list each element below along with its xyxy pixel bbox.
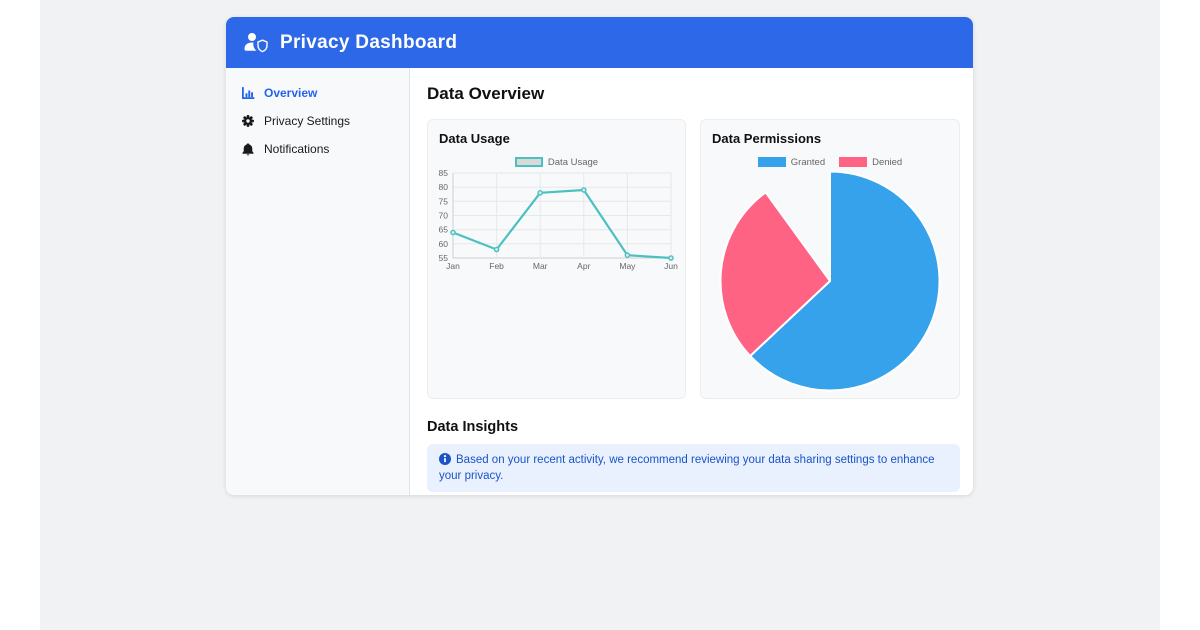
svg-text:Jun: Jun	[664, 261, 678, 271]
legend-label: Granted	[790, 156, 826, 168]
pie-chart-legend: Granted Denied	[711, 156, 949, 168]
sidebar: Overview	[226, 68, 410, 495]
svg-text:Feb: Feb	[489, 261, 504, 271]
insights-title: Data Insights	[427, 419, 519, 435]
data-usage-chart-canvas[interactable]: 55 60 65 70 75 80 85 Jan Feb Mar Apr May Jun	[438, 168, 679, 272]
data-permissions-card-title: Data Permissions	[712, 131, 822, 146]
data-usage-card: Data Usage Data Usage 55 60 65 70 75 80 85 Jan F…	[427, 119, 686, 399]
legend-label: Data Usage	[547, 156, 599, 168]
svg-text:55: 55	[439, 253, 449, 263]
svg-text:May: May	[619, 261, 636, 271]
svg-text:65: 65	[439, 225, 449, 235]
user-shield-icon	[243, 32, 269, 53]
gear-icon	[241, 115, 255, 127]
sidebar-item-label: Notifications	[264, 142, 330, 156]
legend-item-data-usage[interactable]: Data Usage	[514, 156, 599, 168]
sidebar-item-label: Privacy Settings	[264, 114, 351, 128]
dashboard-card: Privacy Dashboard	[226, 17, 973, 495]
page-title: Data Overview	[427, 84, 545, 103]
svg-text:75: 75	[439, 196, 449, 206]
sidebar-item-notifications[interactable]: Notifications	[226, 137, 409, 161]
line-chart-legend: Data Usage	[438, 156, 675, 168]
data-permissions-card: Data Permissions Granted Denied	[700, 119, 960, 399]
legend-label: Denied	[872, 156, 903, 168]
card-body: Overview	[226, 68, 973, 495]
legend-item-denied[interactable]: Denied	[839, 157, 902, 168]
svg-text:80: 80	[439, 182, 449, 192]
insights-alert-text: Based on your recent activity, we recomm…	[439, 454, 935, 482]
data-permissions-chart-canvas[interactable]	[719, 170, 941, 392]
legend-item-granted[interactable]: Granted	[757, 156, 826, 168]
svg-text:60: 60	[439, 239, 449, 249]
charts-row: Data Usage Data Usage 55 60 65 70 75 80 85 Jan F…	[427, 119, 960, 399]
bell-icon	[241, 142, 255, 156]
app-header: Privacy Dashboard	[226, 17, 973, 68]
sidebar-item-privacy-settings[interactable]: Privacy Settings	[226, 109, 409, 133]
legend-swatch	[514, 157, 543, 167]
main-content: Data Overview Data Usage Data Usage 55 60…	[410, 68, 973, 495]
legend-swatch	[757, 157, 786, 167]
page-background-panel: Privacy Dashboard	[40, 0, 1160, 630]
sidebar-item-overview[interactable]: Overview	[226, 81, 409, 105]
sidebar-item-label: Overview	[264, 86, 318, 100]
chart-bar-icon	[241, 87, 255, 99]
svg-text:85: 85	[439, 168, 449, 178]
insights-alert: Based on your recent activity, we recomm…	[427, 444, 960, 492]
svg-text:Jan: Jan	[446, 261, 460, 271]
svg-text:Mar: Mar	[533, 261, 548, 271]
data-usage-card-title: Data Usage	[439, 131, 510, 146]
svg-text:Apr: Apr	[577, 261, 590, 271]
svg-text:70: 70	[439, 211, 449, 221]
app-title: Privacy Dashboard	[280, 31, 458, 53]
legend-swatch	[839, 157, 868, 167]
info-circle-icon	[439, 453, 451, 469]
